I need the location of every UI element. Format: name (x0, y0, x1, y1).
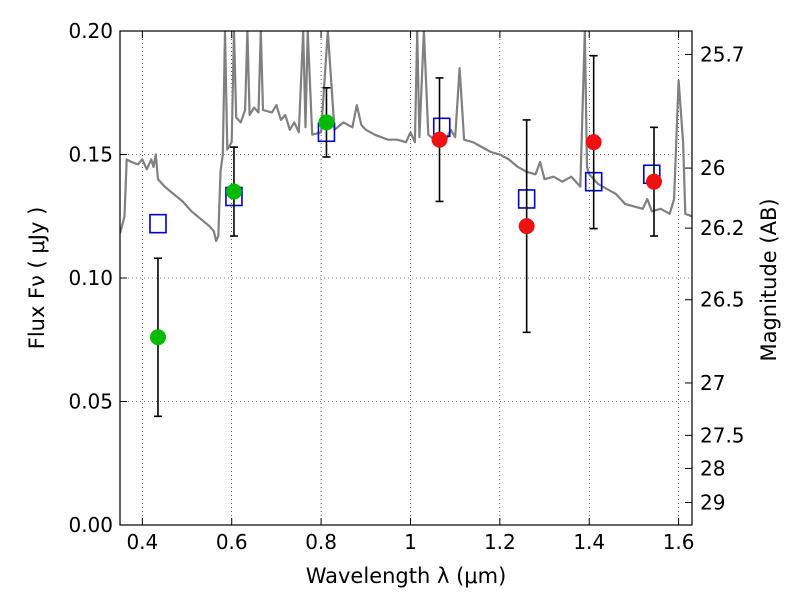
model-square-marker (149, 213, 167, 234)
flux-point-marker (646, 173, 663, 190)
right-axis-label: Magnitude (AB) (757, 198, 781, 361)
x-tick-label: 1.2 (484, 530, 516, 554)
x-tick-label: 1.4 (573, 530, 605, 554)
flux-point-marker (518, 218, 535, 235)
y-tick-label: 0.00 (68, 513, 113, 537)
plot-frame (119, 30, 693, 526)
x-tick-label: 1 (404, 530, 417, 554)
flux-point-marker (585, 134, 602, 151)
mag-tick-label: 27.5 (700, 423, 745, 447)
x-tick-label: 0.6 (216, 530, 248, 554)
mag-tick-label: 29 (700, 491, 725, 515)
x-tick-label: 0.4 (126, 530, 158, 554)
mag-tick-label: 28 (700, 456, 725, 480)
y-tick-label: 0.20 (68, 19, 113, 43)
mag-tick-label: 26.2 (700, 216, 745, 240)
mag-tick-label: 26.5 (700, 288, 745, 312)
flux-point-marker (318, 114, 335, 131)
y-tick-label: 0.15 (68, 143, 113, 167)
spectrum-line (120, 31, 692, 243)
flux-point-marker (431, 131, 448, 148)
mag-tick-label: 26 (700, 156, 725, 180)
y-axis-label: Flux Fν ( μJy ) (25, 207, 49, 350)
y-tick-label: 0.10 (68, 266, 113, 290)
data-layer (120, 31, 692, 418)
mag-tick-label: 27 (700, 371, 725, 395)
flux-point-marker (149, 329, 166, 346)
mag-tick-label: 25.7 (700, 42, 745, 66)
x-axis-label: Wavelength λ (μm) (306, 564, 507, 588)
x-tick-label: 1.6 (663, 530, 695, 554)
flux-point-marker (225, 183, 242, 200)
x-tick-label: 0.8 (305, 530, 337, 554)
y-tick-label: 0.05 (68, 390, 113, 414)
